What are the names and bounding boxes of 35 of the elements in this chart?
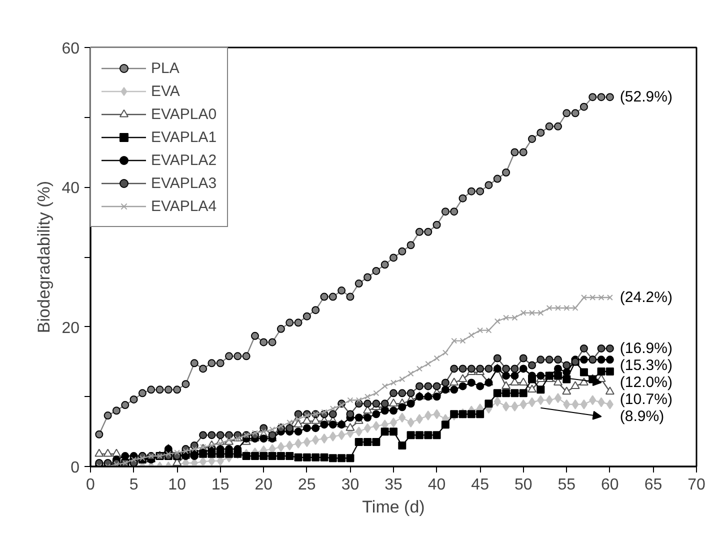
x-axis-title: Time (d) [362, 498, 425, 516]
annotation: (52.9%) [620, 88, 672, 106]
x-tick-label: 70 [688, 476, 706, 494]
legend-label: EVAPLA1 [151, 128, 217, 146]
x-tick-label: 50 [514, 476, 532, 494]
x-tick-label: 30 [341, 476, 360, 494]
annotation: (12.0%) [620, 374, 672, 391]
x-tick-label: 65 [644, 476, 662, 494]
legend-label: EVAPLA0 [151, 106, 217, 122]
legend-label: EVAPLA2 [151, 152, 217, 168]
y-tick-label: 20 [62, 320, 80, 337]
y-axis-title: Biodegradability (%) [34, 180, 54, 334]
x-tick-label: 40 [428, 476, 446, 494]
x-tick-label: 0 [86, 476, 96, 494]
x-tick-label: 20 [254, 476, 273, 494]
x-tick-label: 45 [471, 476, 490, 494]
x-tick-label: 35 [384, 476, 402, 494]
annotation: (24.2%) [620, 289, 672, 306]
annotation: (15.3%) [620, 356, 672, 374]
x-tick-label: 5 [129, 476, 138, 494]
legend-label: EVAPLA3 [151, 174, 217, 192]
y-tick-label: 0 [70, 460, 80, 476]
x-tick-label: 55 [558, 476, 576, 494]
annotation: (10.7%) [620, 390, 672, 408]
x-tick-label: 60 [601, 476, 619, 494]
legend-label: PLA [151, 60, 180, 76]
legend-label: EVA [151, 82, 180, 100]
annotation: (8.9%) [620, 408, 664, 425]
x-tick-label: 10 [168, 476, 186, 494]
legend-label: EVAPLA4 [151, 198, 217, 214]
x-tick-label: 15 [211, 476, 230, 494]
annotation: (16.9%) [620, 340, 672, 357]
y-tick-label: 40 [62, 180, 80, 198]
x-tick-label: 25 [298, 476, 316, 494]
y-tick-label: 60 [62, 40, 80, 58]
